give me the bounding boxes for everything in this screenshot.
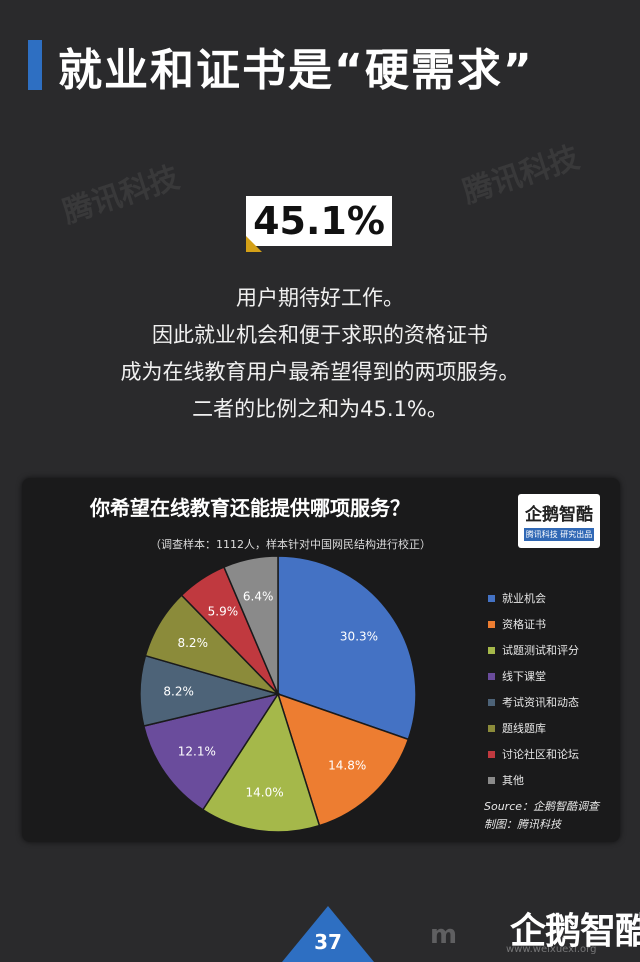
legend-label: 就业机会 bbox=[502, 592, 546, 605]
legend-swatch bbox=[488, 672, 495, 680]
legend-item: 就业机会 bbox=[488, 585, 579, 611]
page-title: 就业和证书是“硬需求” bbox=[58, 45, 534, 96]
chart-source: Source：企鹅智酷调查 制图：腾讯科技 bbox=[484, 798, 599, 834]
pie-slice-label: 14.0% bbox=[246, 785, 284, 799]
pie-slice-label: 12.1% bbox=[178, 744, 216, 758]
description-line: 用户期待好工作。 bbox=[236, 286, 404, 310]
legend-item: 试题测试和评分 bbox=[488, 637, 579, 663]
highlight-stat: 45.1% bbox=[246, 196, 392, 246]
legend-label: 资格证书 bbox=[502, 618, 546, 631]
legend-item: 讨论社区和论坛 bbox=[488, 741, 579, 767]
site-watermark: m bbox=[430, 920, 458, 950]
legend-swatch bbox=[488, 724, 495, 732]
pie-slice-label: 8.2% bbox=[177, 636, 208, 650]
pie-slice bbox=[276, 692, 410, 827]
pie-slice bbox=[277, 555, 417, 741]
page-number: 37 bbox=[314, 930, 342, 954]
description-line: 因此就业机会和便于求职的资格证书 bbox=[152, 323, 488, 347]
logo-text: 企鹅智酷 bbox=[525, 505, 593, 525]
description-line: 成为在线教育用户最希望得到的两项服务。 bbox=[120, 360, 520, 384]
legend-swatch bbox=[488, 776, 495, 784]
legend-label: 题线题库 bbox=[502, 722, 546, 735]
pie-slice bbox=[201, 692, 321, 833]
source-text: Source：企鹅智酷调查 bbox=[484, 800, 600, 813]
title-accent-bar bbox=[28, 40, 42, 90]
company-logo: 企鹅智酷 腾讯科技 研究出品 bbox=[518, 494, 600, 548]
legend-item: 其他 bbox=[488, 767, 579, 793]
legend-swatch bbox=[488, 594, 495, 602]
stat-corner-accent bbox=[246, 236, 262, 252]
footer-brand: 企鹅智酷 bbox=[510, 911, 640, 952]
legend-label: 讨论社区和论坛 bbox=[502, 748, 579, 761]
legend-item: 资格证书 bbox=[488, 611, 579, 637]
pie-slice-label: 14.8% bbox=[328, 758, 366, 772]
legend-label: 试题测试和评分 bbox=[502, 644, 579, 657]
credit-text: 制图：腾讯科技 bbox=[484, 818, 561, 831]
chart-title: 你希望在线教育还能提供哪项服务？ bbox=[90, 496, 410, 520]
legend-label: 线下课堂 bbox=[502, 670, 546, 683]
page-number-triangle bbox=[282, 906, 374, 962]
pie-slice-label: 8.2% bbox=[163, 685, 194, 699]
legend-label: 考试资讯和动态 bbox=[502, 696, 579, 709]
legend-swatch bbox=[488, 698, 495, 706]
chart-note: （调查样本：1112人，样本针对中国网民结构进行校正） bbox=[150, 538, 431, 551]
chart-legend: 就业机会 资格证书 试题测试和评分 线下课堂 考试资讯和动态 题线题库 讨论社区… bbox=[488, 585, 579, 793]
pie-slice-label: 30.3% bbox=[340, 629, 378, 643]
logo-subtext: 腾讯科技 研究出品 bbox=[524, 528, 594, 541]
legend-swatch bbox=[488, 646, 495, 654]
pie-slice bbox=[222, 555, 279, 695]
site-url: www.weixuexi.org bbox=[506, 944, 597, 955]
legend-swatch bbox=[488, 750, 495, 758]
legend-swatch bbox=[488, 620, 495, 628]
legend-item: 考试资讯和动态 bbox=[488, 689, 579, 715]
description: 用户期待好工作。 因此就业机会和便于求职的资格证书 成为在线教育用户最希望得到的… bbox=[0, 280, 640, 428]
pie-slice-label: 6.4% bbox=[243, 590, 274, 604]
pie-slice-label: 5.9% bbox=[208, 604, 239, 618]
description-line: 二者的比例之和为45.1%。 bbox=[192, 397, 448, 421]
legend-item: 题线题库 bbox=[488, 715, 579, 741]
pie-slice bbox=[142, 692, 280, 811]
legend-label: 其他 bbox=[502, 774, 524, 787]
legend-item: 线下课堂 bbox=[488, 663, 579, 689]
